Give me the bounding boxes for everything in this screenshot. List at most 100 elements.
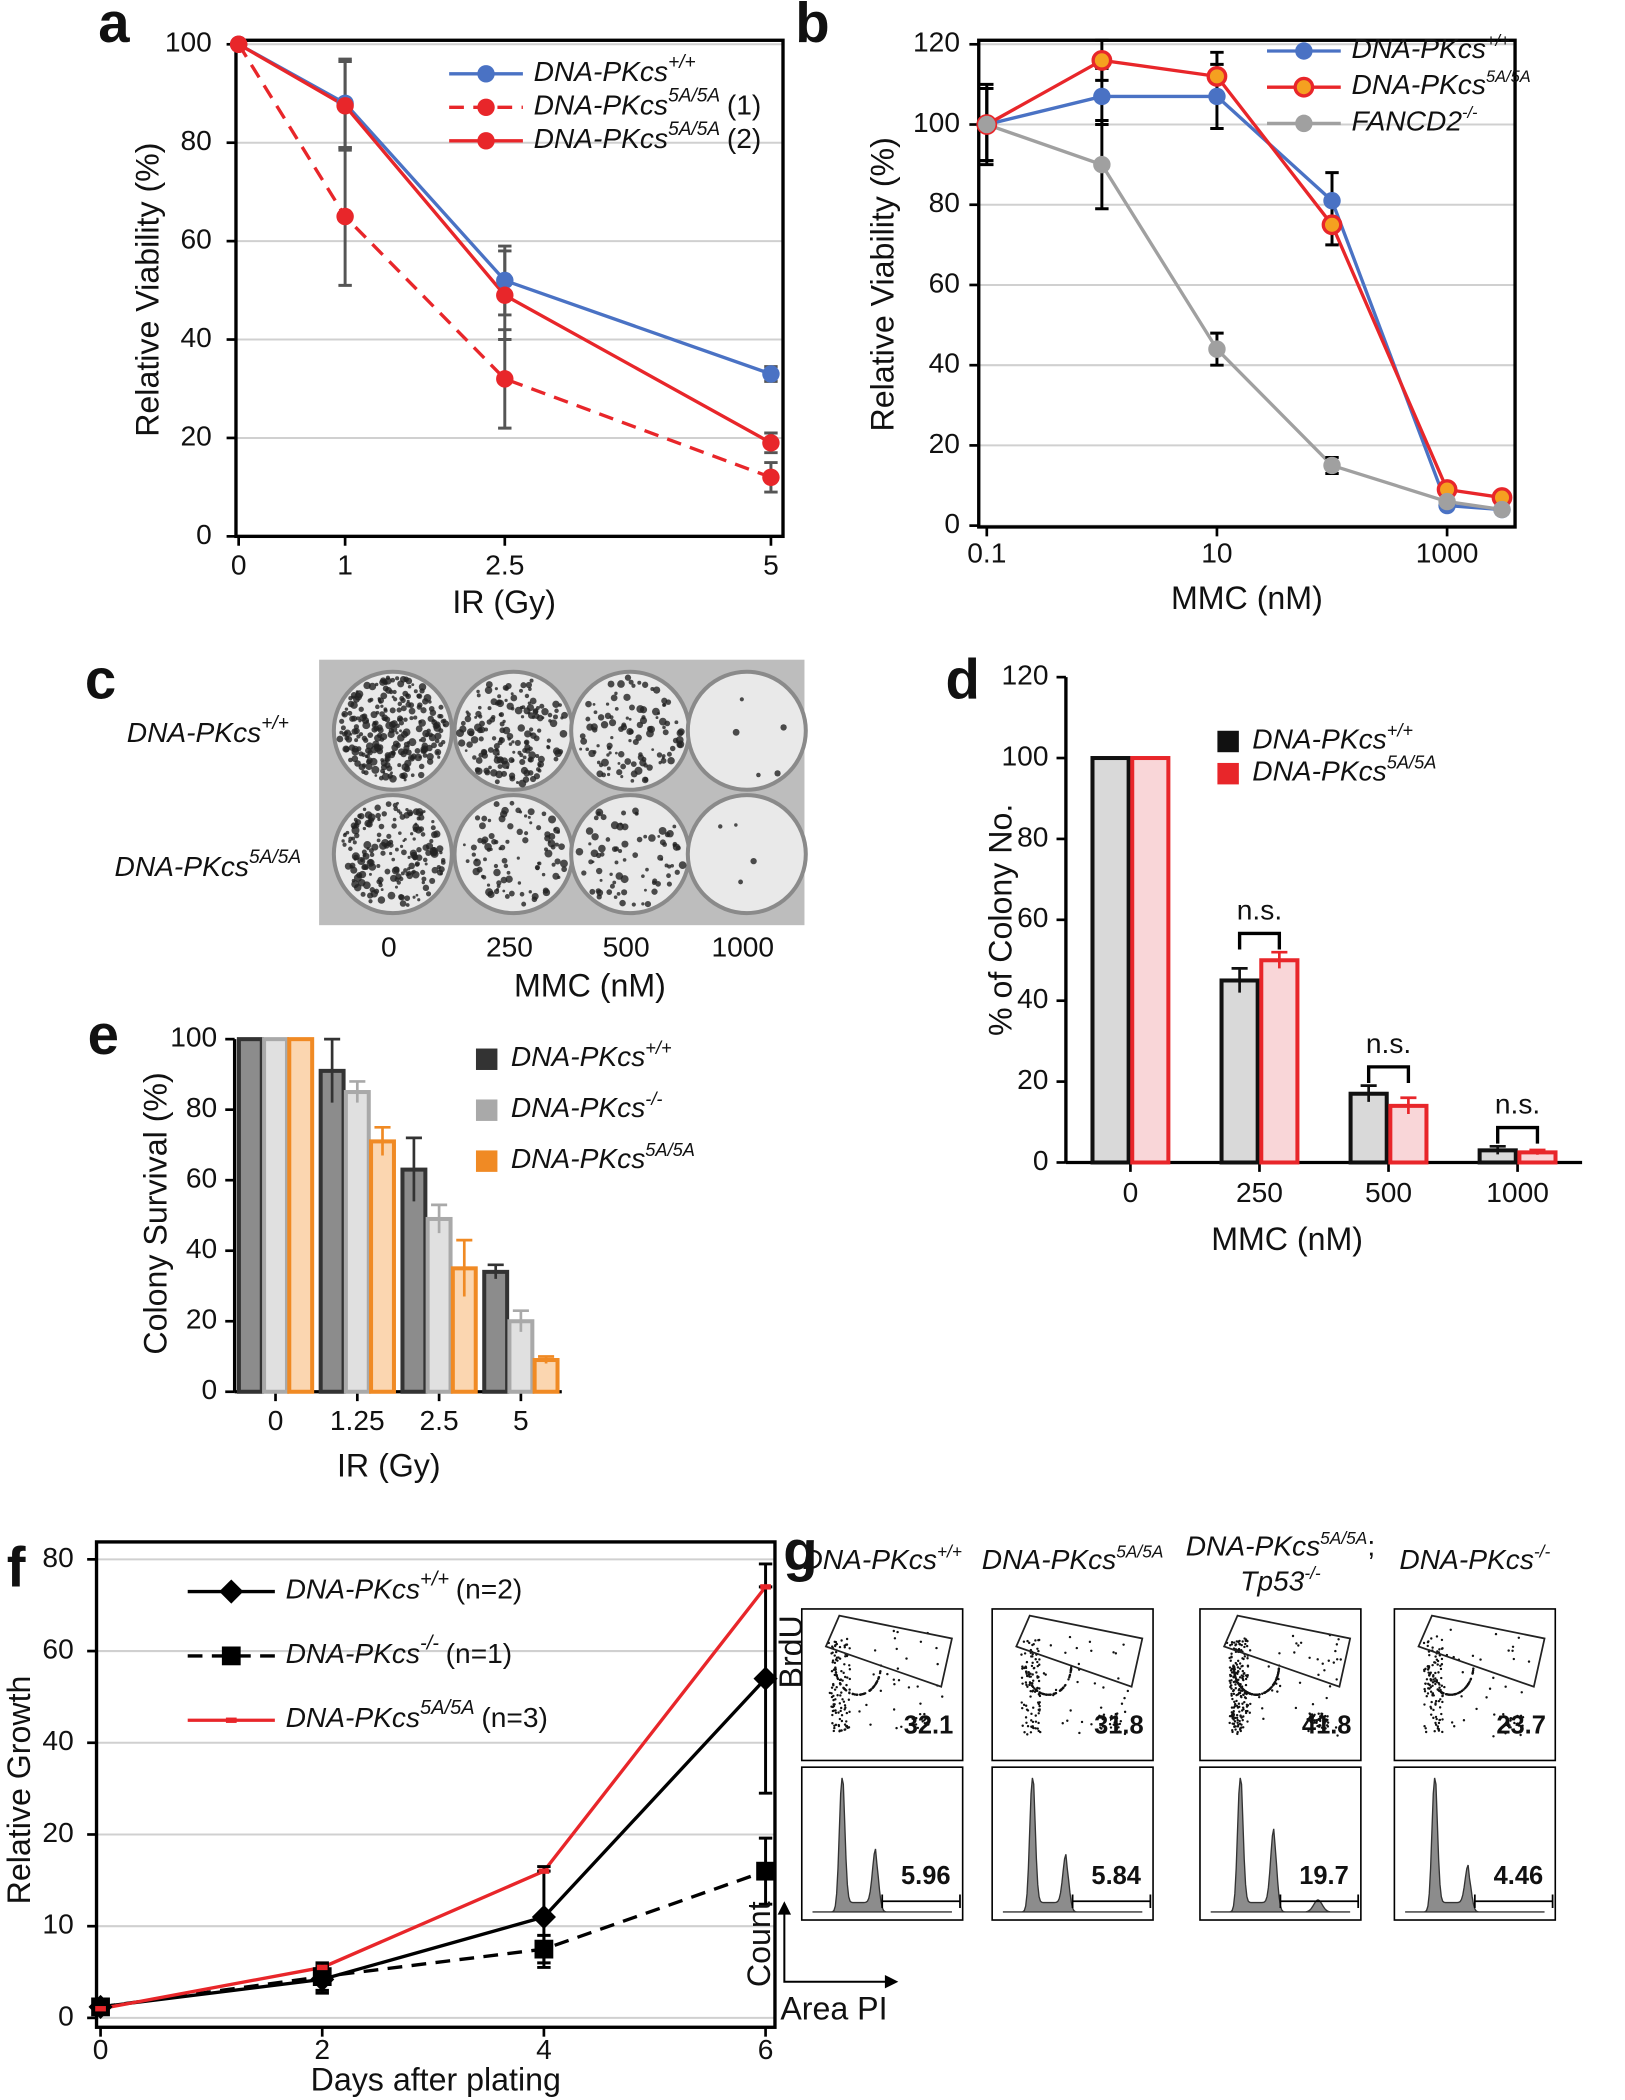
label-text: DNA-PKcs <box>127 717 261 748</box>
cell <box>832 1709 835 1712</box>
cell <box>1278 1652 1281 1655</box>
colony <box>536 714 544 722</box>
colony <box>413 715 418 720</box>
cell <box>1235 1704 1239 1707</box>
x-tick-label: 1000 <box>1486 1177 1549 1208</box>
colony <box>536 825 542 831</box>
cell <box>1466 1683 1470 1686</box>
cell <box>1425 1678 1429 1681</box>
colony <box>520 715 525 719</box>
y-tick-label: 60 <box>929 267 960 298</box>
colony <box>416 847 422 853</box>
cell <box>1035 1671 1038 1674</box>
colony <box>676 729 684 737</box>
colony <box>520 766 529 775</box>
cell <box>915 1716 918 1720</box>
colony <box>347 700 355 708</box>
colony <box>658 826 667 835</box>
colony <box>385 675 391 680</box>
colony <box>348 757 353 763</box>
colony <box>529 697 537 705</box>
colony <box>614 691 618 696</box>
colony <box>381 714 389 722</box>
colony <box>392 689 397 695</box>
cell <box>1062 1686 1065 1689</box>
colony <box>494 755 498 759</box>
colony <box>527 808 535 816</box>
colony <box>480 874 485 879</box>
label-text: DNA-PKcs <box>982 1544 1116 1575</box>
colony <box>591 833 599 841</box>
column-title: DNA-PKcs+/+ <box>802 1541 962 1576</box>
cell <box>1263 1691 1267 1694</box>
colony <box>429 839 434 844</box>
colony <box>522 755 527 760</box>
colony <box>431 742 437 749</box>
gate-value: 23.7 <box>1496 1712 1546 1740</box>
cell <box>1101 1725 1105 1728</box>
cell <box>1118 1722 1122 1726</box>
colony <box>553 756 559 762</box>
colony <box>606 766 611 771</box>
cell <box>1238 1667 1242 1670</box>
cell <box>1037 1702 1041 1706</box>
colony <box>381 772 390 781</box>
colony <box>377 876 384 883</box>
cell <box>1321 1662 1324 1665</box>
colony <box>365 759 371 765</box>
colony <box>403 868 408 873</box>
colony <box>750 857 757 865</box>
cell <box>1037 1729 1040 1733</box>
colony <box>354 738 359 743</box>
colony <box>535 706 540 710</box>
x-tick-label: 0 <box>231 550 247 581</box>
colony <box>389 851 393 856</box>
cell <box>916 1726 920 1730</box>
colony <box>375 812 381 819</box>
cell <box>1069 1668 1073 1671</box>
cell <box>1020 1701 1023 1704</box>
gate-value: 5.96 <box>901 1862 951 1890</box>
cell <box>1248 1649 1252 1652</box>
cell <box>1240 1674 1243 1677</box>
cell <box>1021 1682 1024 1685</box>
cell <box>1232 1709 1235 1713</box>
colony <box>605 837 611 842</box>
colony <box>609 719 617 727</box>
cell <box>846 1676 849 1679</box>
cell <box>1032 1706 1035 1709</box>
colony <box>494 687 498 691</box>
colony <box>368 682 377 691</box>
cell <box>839 1694 842 1697</box>
data-point <box>336 97 354 115</box>
axis-title: Area PI <box>780 1991 887 2027</box>
colony <box>476 693 481 698</box>
colony <box>537 768 542 773</box>
bar <box>1388 1103 1429 1165</box>
cell <box>919 1640 923 1643</box>
colony <box>378 700 382 704</box>
colony <box>420 707 427 714</box>
cell <box>1439 1664 1442 1667</box>
colony <box>472 755 477 760</box>
column-title: DNA-PKcs5A/5A; <box>1186 1528 1375 1563</box>
cell <box>1228 1666 1232 1669</box>
cell <box>1521 1724 1524 1727</box>
colony <box>400 705 407 712</box>
cell <box>1236 1730 1239 1734</box>
colony <box>493 863 499 869</box>
y-tick-label: 0 <box>202 1374 218 1405</box>
cell <box>1037 1721 1040 1725</box>
cell <box>834 1709 837 1712</box>
cell <box>1038 1658 1041 1661</box>
colony <box>390 750 396 756</box>
legend-label: DNA-PKcs+/+ (n=2) <box>286 1569 523 1605</box>
cell <box>1064 1651 1067 1654</box>
colony <box>348 744 356 751</box>
cell <box>921 1715 925 1719</box>
cell <box>1471 1654 1475 1658</box>
legend-label: DNA-PKcs+/+ <box>1252 719 1413 755</box>
cell <box>1232 1641 1236 1644</box>
colony <box>475 757 483 764</box>
colony <box>549 719 558 728</box>
